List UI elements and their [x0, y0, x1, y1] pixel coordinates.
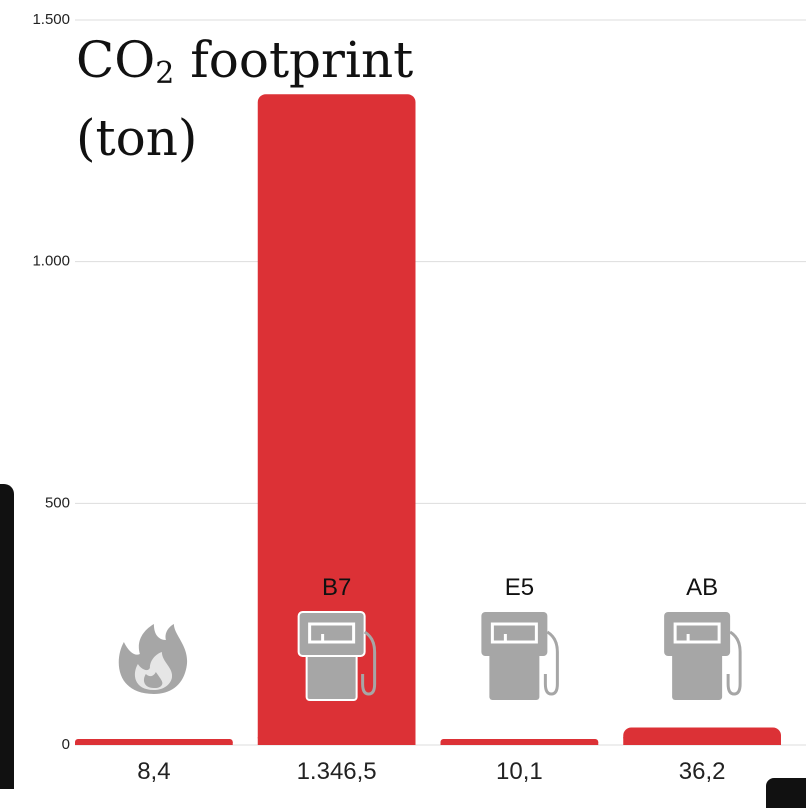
bar-B7	[257, 94, 416, 746]
value-label-B7: 1.346,5	[297, 758, 377, 785]
bar-base-B7	[257, 737, 416, 745]
value-label-fire: 8,4	[137, 758, 170, 785]
category-label-B7: B7	[322, 574, 351, 601]
value-label-E5: 10,1	[496, 758, 543, 785]
chart-title-subscript: 2	[155, 56, 175, 91]
y-tick-label-0: 0	[62, 736, 70, 753]
chart-title: CO2 footprint (ton)	[76, 28, 413, 170]
y-tick-label-3: 1.500	[32, 11, 70, 28]
bar-base-E5	[440, 742, 599, 745]
value-label-AB: 36,2	[679, 758, 726, 785]
co2-bar-chart: 0 500 1.000 1.500 B7 E5 AB 8,4 1.346,5 10,1 36,2	[32, 11, 806, 785]
decorative-corner-block	[766, 778, 806, 808]
chart-title-rest: footprint	[174, 31, 414, 89]
bar-base-fire	[75, 742, 233, 745]
chart-title-co: CO	[76, 31, 156, 89]
chart-title-unit: (ton)	[76, 109, 198, 167]
fuel-pump-icon-AB	[664, 612, 742, 700]
bar-base-AB	[623, 737, 781, 745]
fuel-pump-icon-B7	[297, 611, 377, 701]
decorative-brush-stroke	[0, 484, 14, 789]
category-label-E5: E5	[505, 574, 534, 601]
y-tick-label-1: 500	[45, 494, 70, 511]
fuel-pump-icon-E5	[481, 612, 559, 700]
fire-icon-fire	[118, 624, 188, 694]
y-tick-label-2: 1.000	[32, 253, 70, 270]
category-label-AB: AB	[686, 574, 718, 601]
